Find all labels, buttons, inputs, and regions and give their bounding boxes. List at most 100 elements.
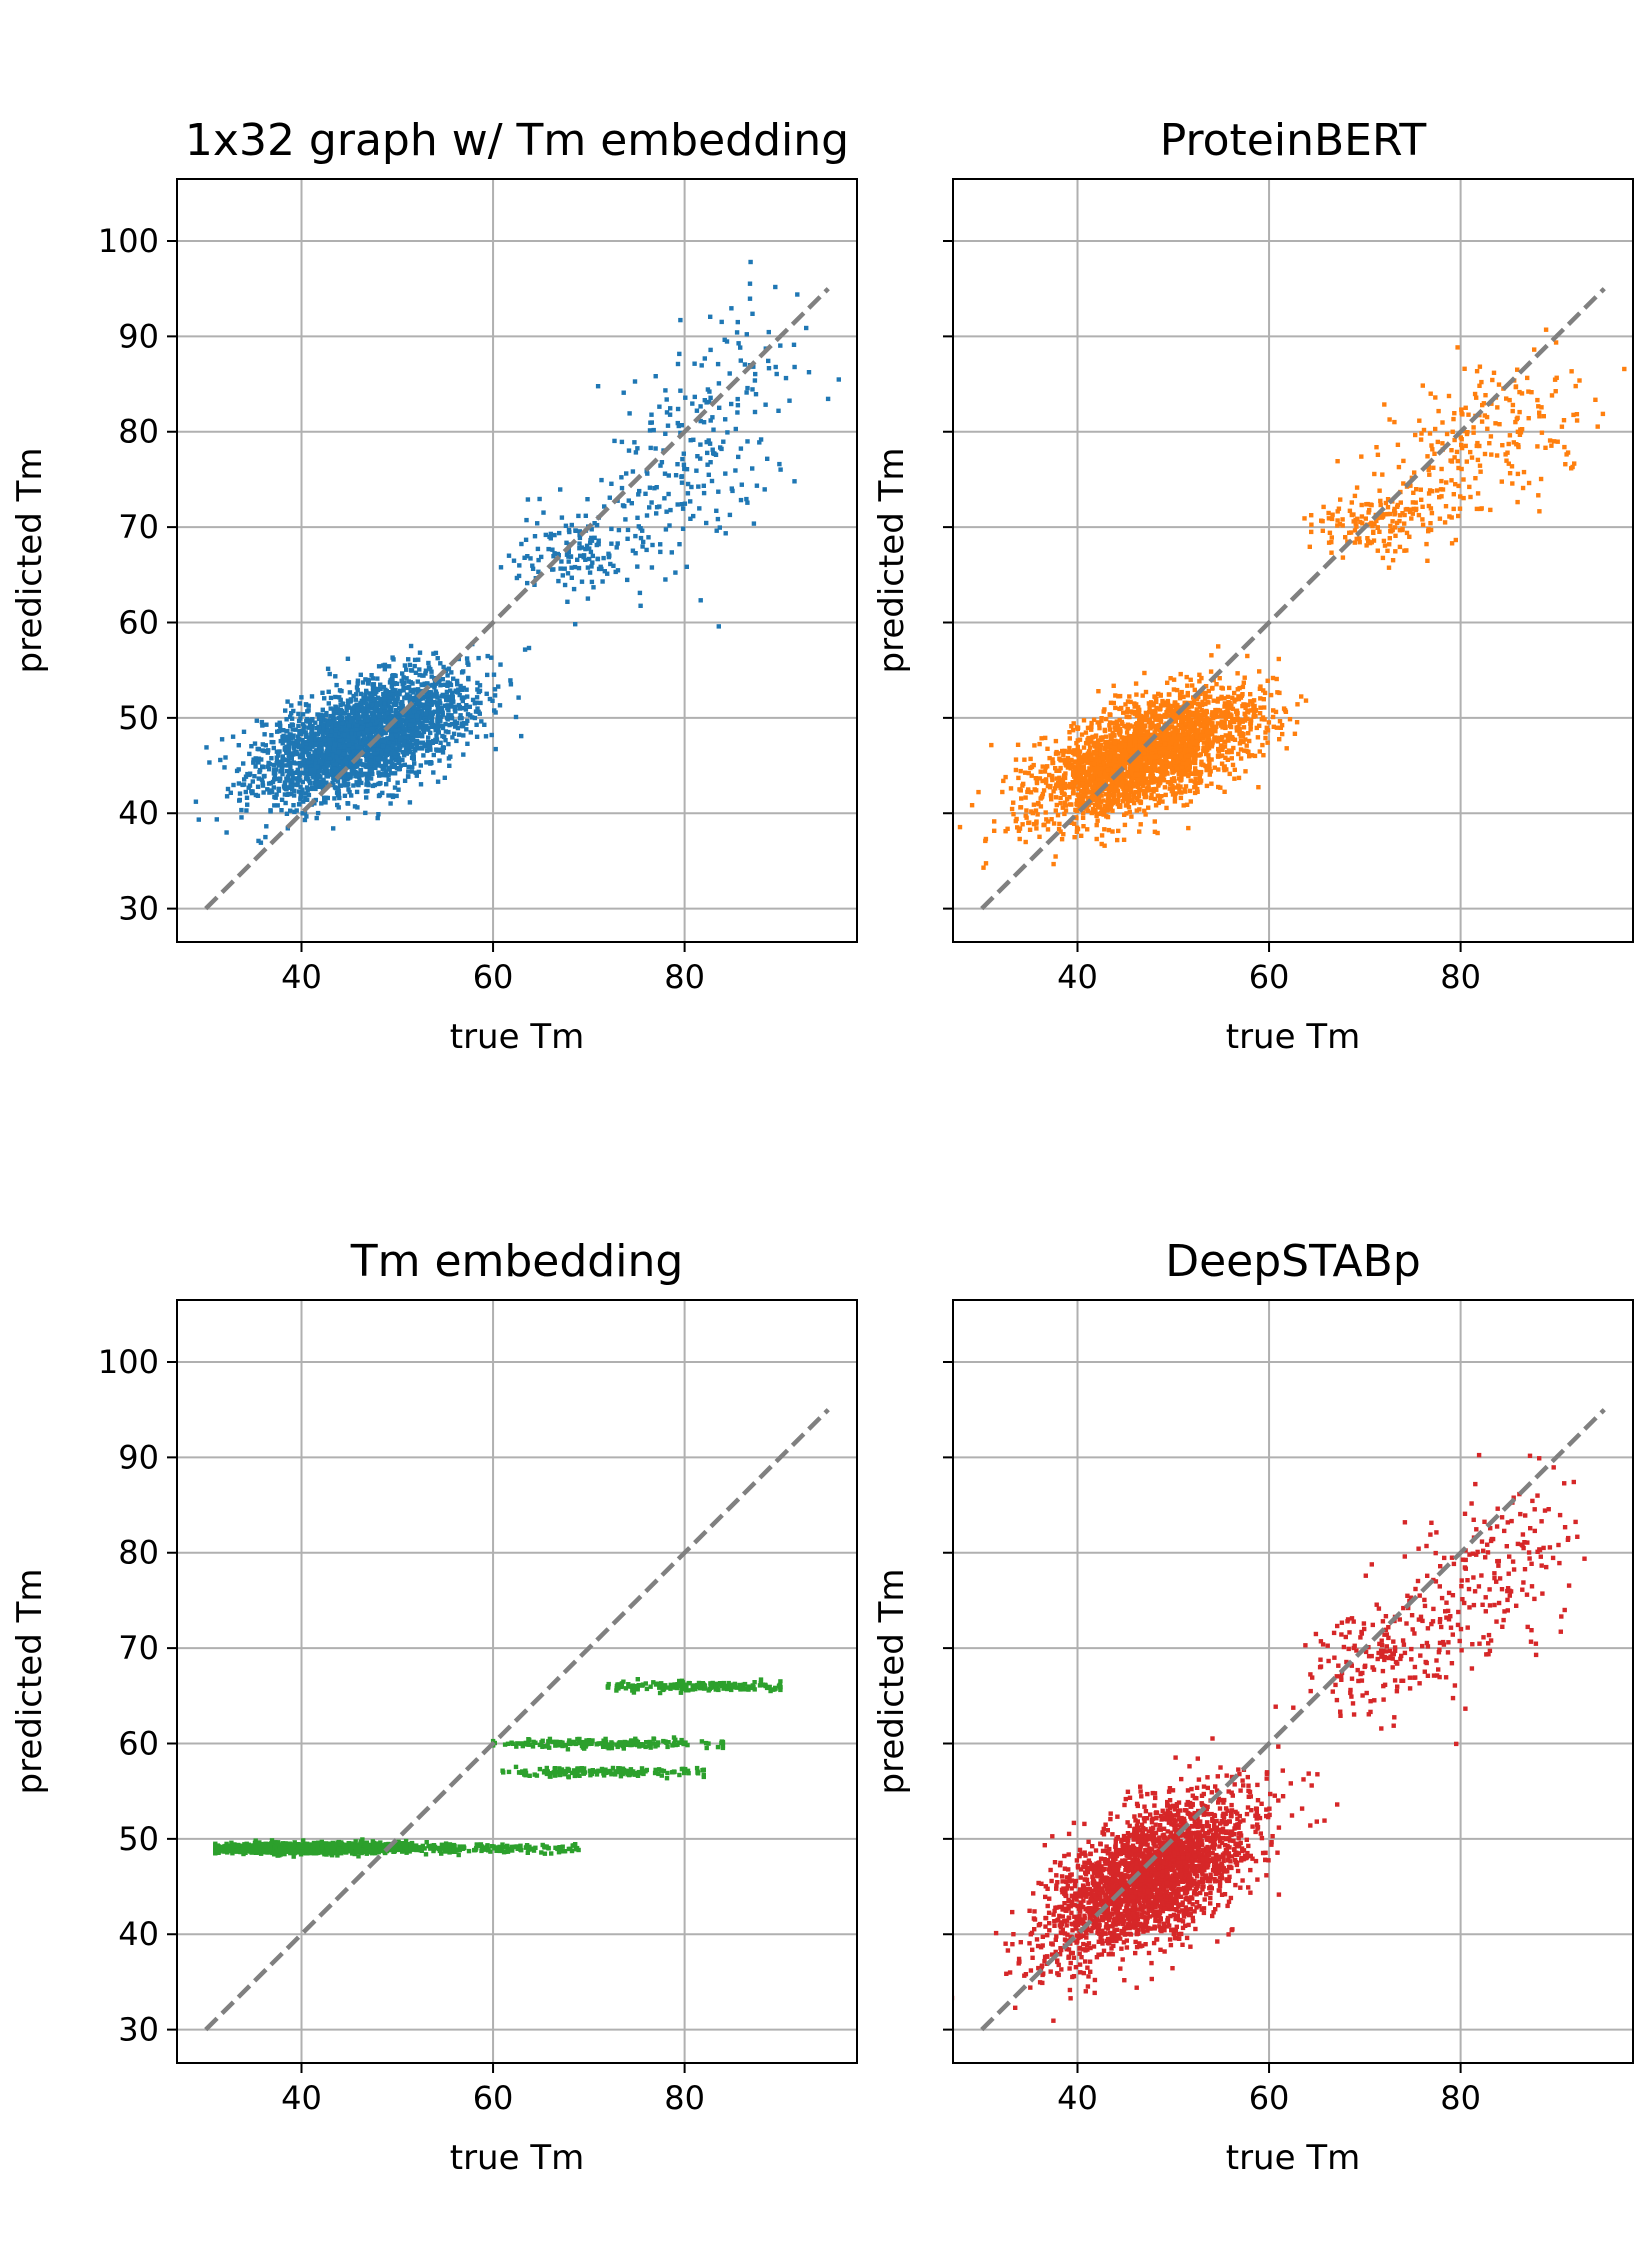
scatter-point: [442, 775, 447, 780]
scatter-point: [522, 555, 527, 560]
scatter-point: [1271, 724, 1276, 729]
scatter-point: [328, 743, 333, 749]
scatter-point: [320, 729, 325, 734]
scatter-point: [1112, 733, 1117, 738]
scatter-point: [715, 361, 721, 367]
scatter-point: [1227, 685, 1232, 691]
scatter-point: [429, 715, 435, 720]
scatter-point: [397, 766, 402, 772]
scatter-point: [410, 729, 415, 734]
scatter-point: [463, 707, 469, 712]
scatter-point: [1153, 803, 1159, 808]
scatter-point: [402, 731, 407, 737]
scatter-point: [345, 726, 350, 731]
scatter-point: [289, 703, 294, 708]
scatter-point: [351, 721, 356, 726]
scatter-point: [1148, 726, 1153, 731]
scatter-point: [1155, 793, 1160, 798]
scatter-point: [245, 802, 250, 807]
scatter-point: [333, 694, 338, 700]
scatter-point: [408, 750, 413, 755]
scatter-point: [299, 695, 304, 700]
scatter-point: [378, 780, 383, 786]
scatter-point: [1200, 702, 1205, 707]
scatter-point: [723, 531, 728, 536]
scatter-point: [308, 770, 313, 776]
scatter-point: [1170, 766, 1175, 771]
scatter-point: [356, 703, 362, 709]
scatter-point: [333, 674, 338, 679]
scatter-point: [413, 741, 419, 746]
scatter-point: [284, 717, 289, 722]
scatter-point: [427, 691, 432, 697]
scatter-point: [403, 721, 408, 726]
scatter-point: [723, 417, 728, 422]
scatter-point: [751, 521, 757, 526]
scatter-point: [375, 695, 381, 700]
scatter-point: [266, 748, 271, 753]
scatter-point: [704, 520, 709, 526]
scatter-point: [241, 761, 246, 766]
scatter-point: [282, 792, 288, 797]
scatter-point: [318, 715, 323, 721]
scatter-point: [324, 742, 330, 747]
scatter-point: [332, 796, 337, 801]
scatter-point: [328, 756, 333, 761]
scatter-point: [1189, 710, 1194, 715]
scatter-point: [393, 697, 398, 702]
scatter-point: [310, 717, 315, 722]
scatter-point: [326, 701, 331, 706]
scatter-point: [378, 717, 383, 722]
scatter-point: [699, 363, 704, 368]
scatter-point: [1166, 706, 1171, 711]
scatter-point: [1225, 735, 1230, 740]
scatter-point: [363, 701, 369, 706]
scatter-point: [1203, 701, 1208, 707]
scatter-point: [302, 724, 307, 729]
scatter-point: [417, 704, 422, 709]
scatter-point: [292, 809, 297, 815]
scatter-point: [1246, 731, 1251, 736]
scatter-point: [425, 702, 431, 707]
scatter-point: [585, 497, 590, 502]
scatter-point: [392, 681, 398, 686]
scatter-point: [522, 647, 528, 652]
scatter-point: [579, 545, 585, 550]
scatter-point: [256, 759, 261, 765]
scatter-point: [1117, 726, 1123, 732]
scatter-point: [565, 599, 570, 604]
scatter-point: [1131, 800, 1137, 806]
scatter-point: [380, 757, 386, 762]
scatter-point: [331, 745, 336, 751]
scatter-point: [1166, 692, 1172, 697]
scatter-point: [283, 708, 288, 713]
scatter-point: [337, 688, 343, 693]
scatter-point: [663, 527, 669, 532]
scatter-point: [431, 770, 436, 775]
scatter-point: [451, 676, 456, 681]
scatter-point: [336, 786, 341, 791]
x-tick-label: 40: [281, 958, 322, 996]
scatter-point: [302, 745, 308, 750]
scatter-point: [1235, 671, 1240, 676]
scatter-point: [398, 688, 403, 694]
scatter-point: [346, 743, 352, 748]
scatter-point: [325, 666, 331, 671]
scatter-point: [636, 524, 641, 529]
scatter-point: [340, 747, 345, 753]
scatter-point: [735, 319, 740, 325]
scatter-point: [581, 553, 587, 558]
scatter-point: [290, 727, 295, 732]
scatter-point: [276, 753, 281, 758]
scatter-point: [341, 742, 346, 747]
scatter-point: [464, 721, 469, 726]
scatter-point: [361, 731, 366, 736]
scatter-point: [653, 374, 658, 379]
scatter-point: [1031, 821, 1037, 827]
scatter-point: [1109, 747, 1114, 752]
scatter-point: [1122, 812, 1127, 817]
scatter-point: [668, 406, 673, 411]
scatter-point: [783, 375, 789, 381]
scatter-point: [1165, 708, 1171, 714]
scatter-point: [589, 527, 594, 532]
